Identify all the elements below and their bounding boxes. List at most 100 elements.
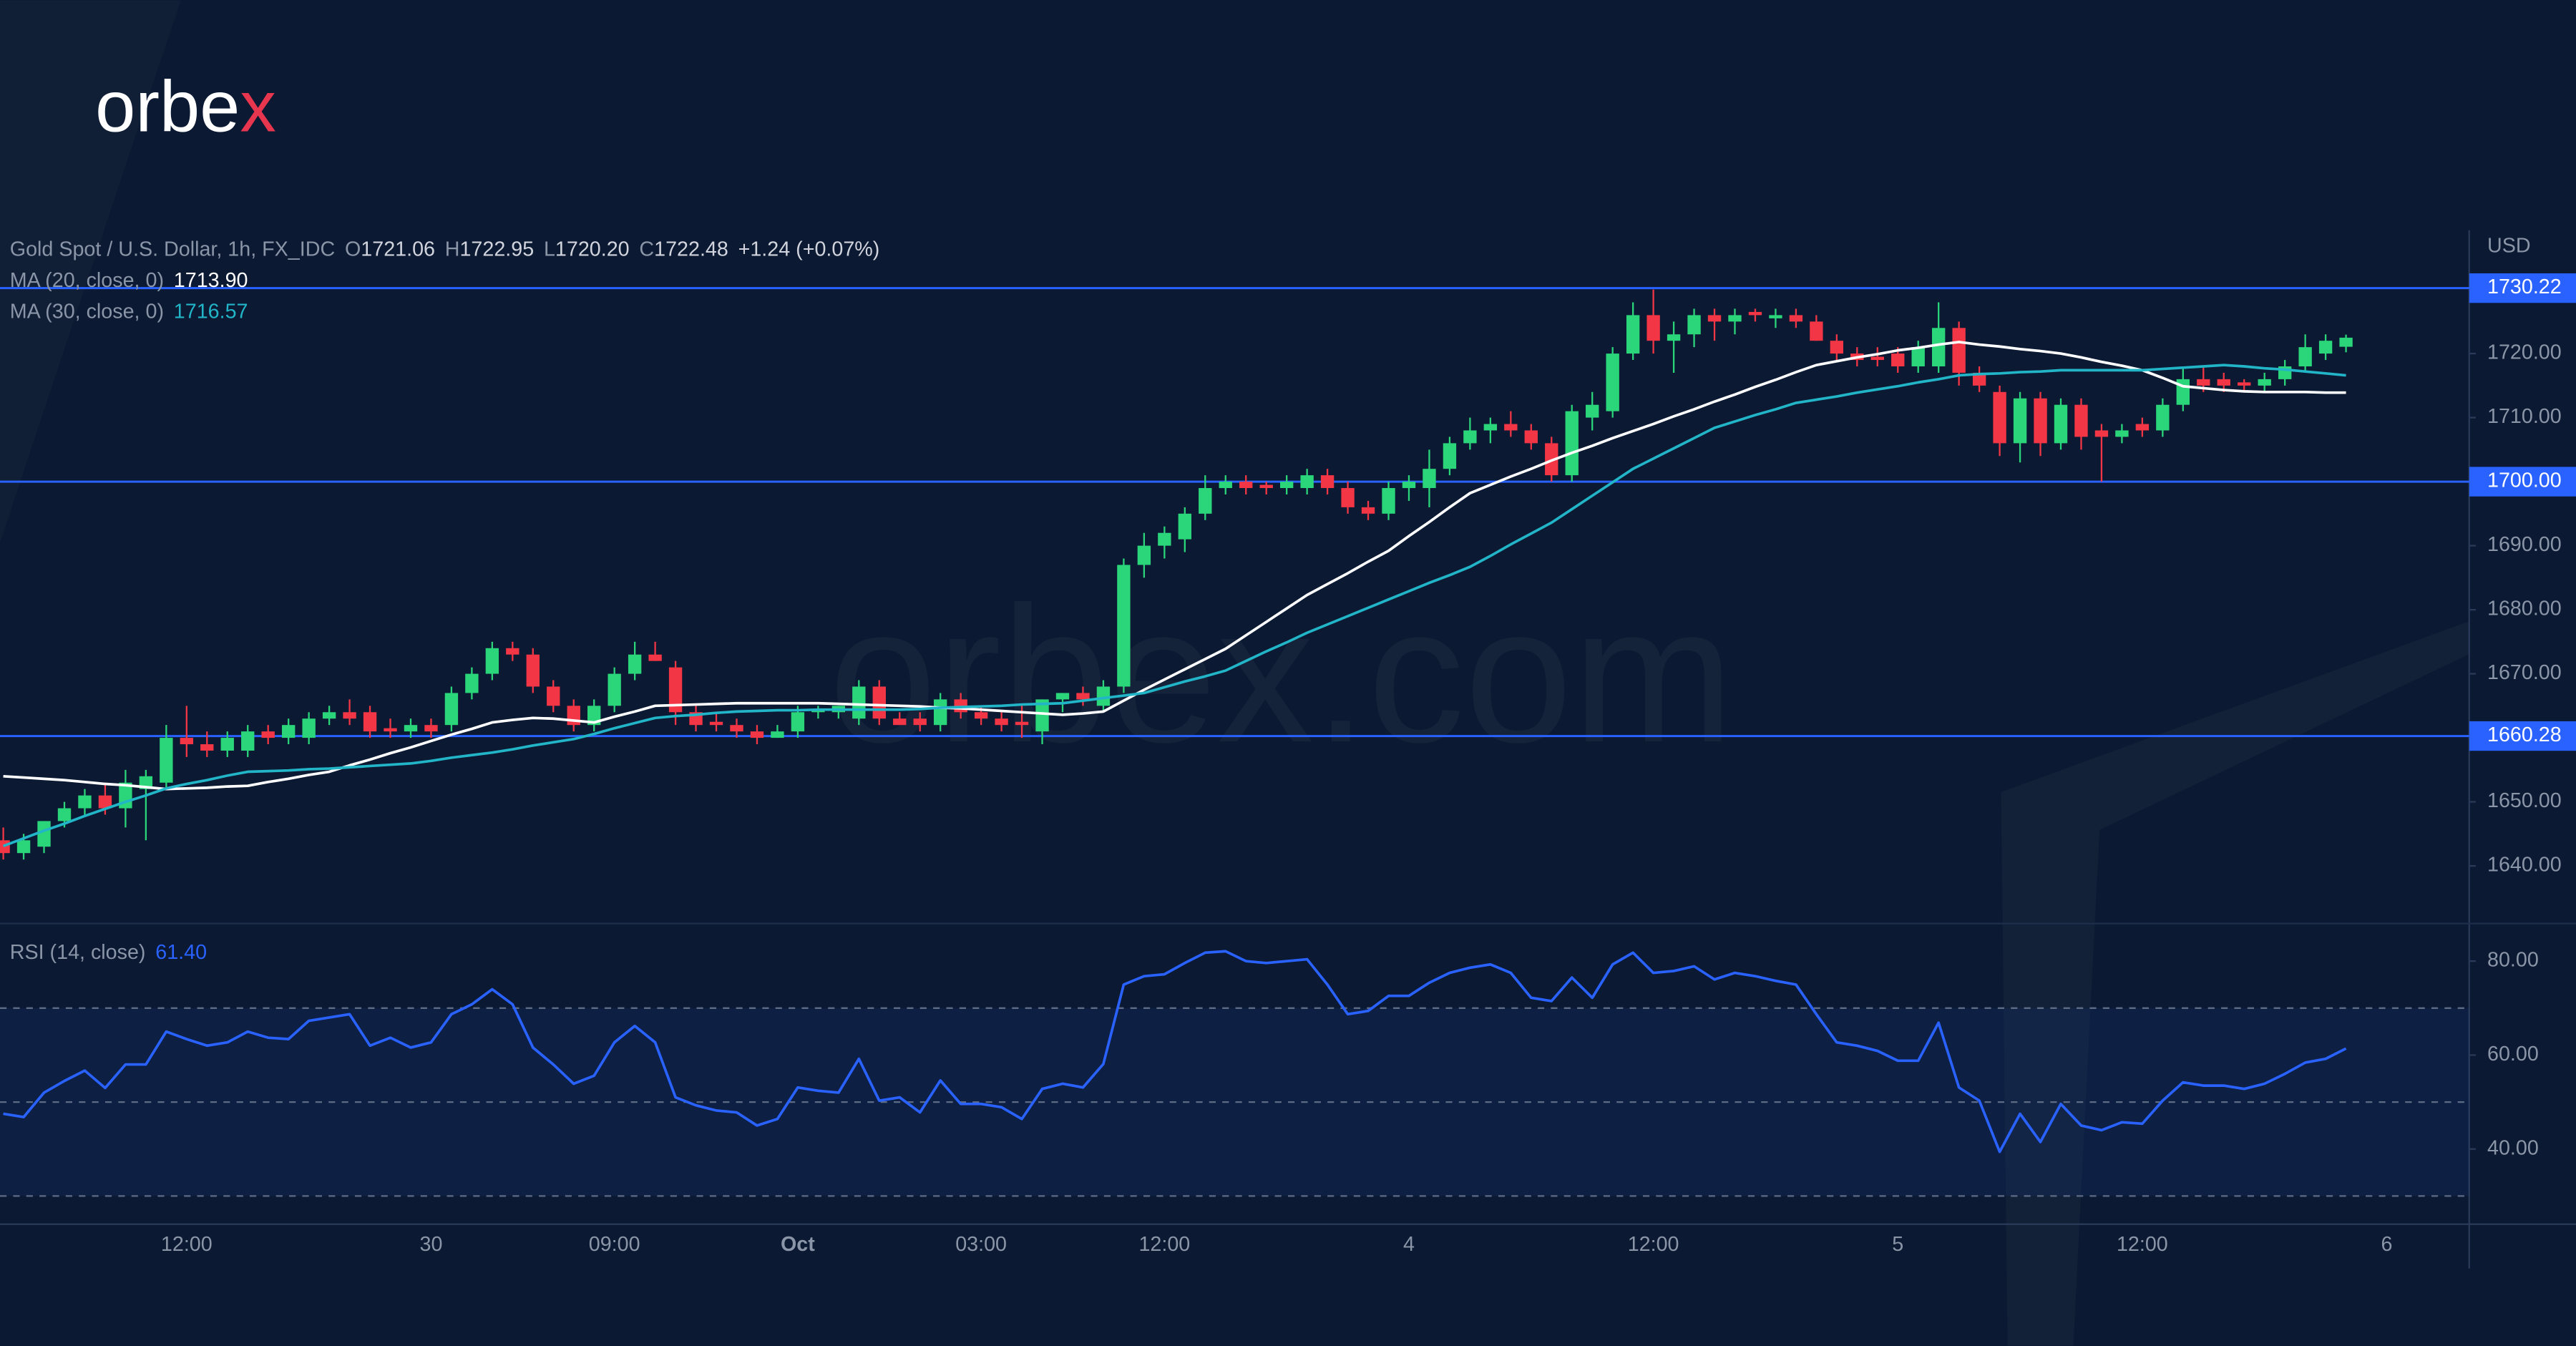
candle-body (1504, 424, 1518, 431)
ohlc-value: 1721.06 (361, 238, 435, 260)
candle-body (1586, 404, 1599, 418)
candle-body (2318, 341, 2333, 354)
candle-body (1015, 721, 1029, 726)
y-tick-label: 1720.00 (2487, 341, 2562, 364)
y-tick-label: 1710.00 (2487, 405, 2562, 428)
legend-name: MA (20, close, 0) (10, 269, 164, 292)
logo-accent: x (240, 67, 276, 147)
legend-value: 61.40 (155, 941, 207, 964)
candle-body (2156, 404, 2170, 431)
candle-body (974, 712, 988, 719)
ohlc-value: 1722.95 (459, 238, 534, 260)
candle-body (1137, 545, 1151, 565)
level-label: 1700.00 (2487, 469, 2562, 492)
candle-body (1463, 430, 1477, 444)
candle-body (1667, 334, 1681, 341)
candle-body (1707, 315, 1722, 322)
candle-body (465, 673, 479, 693)
x-tick-label: Oct (781, 1233, 815, 1256)
legend-value: 1713.90 (174, 269, 248, 292)
level-label: 1730.22 (2487, 275, 2562, 298)
candle-body (913, 718, 927, 726)
candle-body (1769, 315, 1782, 318)
candle-body (1402, 482, 1416, 489)
candle-body (2115, 430, 2129, 437)
candle-body (1524, 430, 1538, 444)
ohlc-value: 1722.48 (654, 238, 728, 260)
candle-body (1259, 484, 1273, 489)
symbol-title: Gold Spot / U.S. Dollar, 1h, FX_IDC (10, 238, 335, 260)
y-tick-label: 80.00 (2487, 949, 2539, 972)
symbol-header: Gold Spot / U.S. Dollar, 1h, FX_IDC O1721… (10, 238, 880, 260)
candle-body (322, 712, 336, 719)
candle-body (1382, 488, 1395, 514)
candle-body (200, 744, 214, 751)
candle-body (1239, 482, 1253, 489)
level-tag (2469, 467, 2576, 497)
candle-body (1199, 488, 1212, 514)
candle-body (1646, 315, 1660, 341)
candle-body (1279, 482, 1294, 489)
candle-body (2094, 430, 2109, 437)
ohlc-key: O (345, 238, 361, 260)
candle-body (1993, 391, 2006, 444)
x-tick-label: 12:00 (1628, 1233, 1679, 1256)
candle-body (1911, 347, 1925, 366)
candle-body (1096, 686, 1111, 706)
candle-body (2298, 347, 2312, 366)
candle-body (1443, 443, 1457, 469)
watermark: orbex.com (829, 567, 1734, 783)
candle-body (2197, 379, 2210, 386)
candle-body (1932, 328, 1946, 366)
candle-body (1728, 315, 1742, 322)
candle-body (628, 654, 642, 674)
candle-body (302, 718, 316, 738)
candle-body (37, 821, 51, 847)
candle-body (1789, 315, 1803, 322)
candle-body (1117, 565, 1131, 687)
candle-body (506, 648, 519, 655)
candle-body (1219, 482, 1232, 489)
logo: orbex (95, 67, 276, 147)
candle-body (934, 699, 947, 726)
x-tick-label: 12:00 (161, 1233, 213, 1256)
candle-body (160, 738, 173, 783)
y-tick-label: 40.00 (2487, 1136, 2539, 1159)
candle-body (1626, 315, 1640, 354)
candle-body (281, 725, 296, 738)
candle-body (2238, 382, 2251, 386)
candle-body (180, 738, 193, 745)
y-tick-label: 1650.00 (2487, 789, 2562, 812)
legend-value: 1716.57 (174, 300, 248, 323)
candle-body (1178, 513, 1191, 540)
price-unit: USD (2487, 234, 2531, 257)
y-tick-label: 1690.00 (2487, 533, 2562, 556)
candle-body (220, 738, 234, 751)
candle-body (444, 693, 459, 726)
candle-body (241, 731, 255, 751)
legend-entry: MA (20, close, 0) 1713.90 (10, 269, 248, 292)
candle-body (526, 654, 540, 687)
candle-body (1341, 488, 1355, 507)
candle-body (1748, 311, 1762, 316)
candle-body (709, 721, 723, 726)
ohlc-key: C (639, 238, 654, 260)
price-change: +1.24 (+0.07%) (738, 238, 880, 260)
level-tag (2469, 721, 2576, 751)
candle-body (893, 718, 907, 726)
x-tick-label: 5 (1892, 1233, 1903, 1256)
candle-body (872, 686, 886, 719)
legend-entry: MA (30, close, 0) 1716.57 (10, 300, 248, 323)
legend-name: RSI (14, close) (10, 941, 146, 964)
logo-text: orbe (95, 67, 240, 147)
indicator-line (3, 950, 2347, 1154)
candle-body (98, 795, 112, 809)
candle-body (1300, 475, 1314, 489)
ohlc-value: 1720.20 (555, 238, 630, 260)
x-tick-label: 12:00 (1138, 1233, 1190, 1256)
x-tick-label: 12:00 (2117, 1233, 2168, 1256)
candle-body (852, 686, 866, 719)
x-tick-label: 09:00 (589, 1233, 640, 1256)
candle-body (995, 718, 1008, 726)
